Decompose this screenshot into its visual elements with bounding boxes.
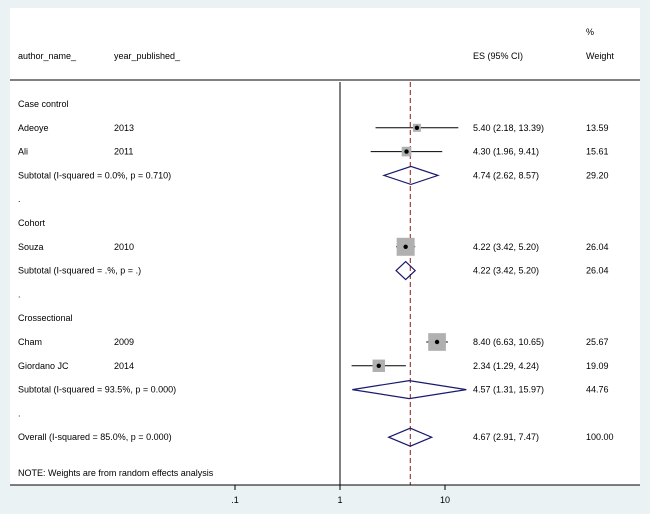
spacer-dot: . [18,194,21,204]
study-es-ci: 4.22 (3.42, 5.20) [473,242,539,252]
study-author: Adeoye [18,123,49,133]
study-author: Ali [18,147,28,157]
study-year: 2010 [114,242,134,252]
study-year: 2011 [114,147,133,157]
point-estimate [404,149,409,154]
plot-panel [10,8,640,485]
study-author: Souza [18,242,44,252]
subtotal-es-ci: 4.22 (3.42, 5.20) [473,266,539,276]
overall-label: Overall (I-squared = 85.0%, p = 0.000) [18,432,172,442]
header-es: ES (95% CI) [473,51,523,61]
study-es-ci: 5.40 (2.18, 13.39) [473,123,544,133]
point-estimate [414,125,420,130]
overall-diamond [387,427,434,447]
study-weight: 13.59 [586,123,609,133]
x-axis-ticks: .1 1 10 [231,485,450,505]
study-author: Cham [18,337,42,347]
study-weight: 26.04 [586,242,609,252]
study-weight: 25.67 [586,337,609,347]
point-estimate [376,363,381,368]
rows-layer: Case control Adeoye 2013 5.40 (2.18, 13.39)… [18,99,614,442]
subtotal-diamond [395,260,417,281]
spacer-dot: . [18,408,21,418]
x-tick-label: 1 [337,495,342,505]
study-weight: 19.09 [586,361,609,371]
study-year: 2013 [114,123,134,133]
subtotal-label: Subtotal (I-squared = 0.0%, p = 0.710) [18,170,171,180]
header-author: author_name_ [18,51,77,61]
group-label: Crossectional [18,313,73,323]
overall-weight: 100.00 [586,432,614,442]
group-label: Case control [18,99,69,109]
subtotal-label: Subtotal (I-squared = 93.5%, p = 0.000) [18,385,176,395]
spacer-dot: . [18,289,21,299]
subtotal-weight: 29.20 [586,170,609,180]
point-estimate [434,339,440,345]
study-year: 2009 [114,337,134,347]
study-es-ci: 4.30 (1.96, 9.41) [473,147,539,157]
header-weight: Weight [586,51,614,61]
subtotal-diamond [382,165,440,186]
x-tick-label: 10 [440,495,450,505]
study-es-ci: 2.34 (1.29, 4.24) [473,361,539,371]
overall-es-ci: 4.67 (2.91, 7.47) [473,432,539,442]
study-es-ci: 8.40 (6.63, 10.65) [473,337,544,347]
subtotal-es-ci: 4.57 (1.31, 15.97) [473,385,544,395]
subtotal-label: Subtotal (I-squared = .%, p = .) [18,266,141,276]
header-weight-percent: % [586,27,594,37]
subtotal-weight: 44.76 [586,385,609,395]
header-year: year_published_ [114,51,181,61]
study-weight: 15.61 [586,147,609,157]
subtotal-diamond [352,379,467,400]
header: author_name_ year_published_ ES (95% CI)… [18,27,614,61]
study-year: 2014 [114,361,134,371]
weights-note: NOTE: Weights are from random effects an… [18,468,214,478]
x-tick-label: .1 [231,495,239,505]
group-label: Cohort [18,218,46,228]
subtotal-weight: 26.04 [586,266,609,276]
subtotal-es-ci: 4.74 (2.62, 8.57) [473,170,539,180]
marks-layer [339,82,467,485]
study-author: Giordano JC [18,361,69,371]
point-estimate [403,244,408,249]
